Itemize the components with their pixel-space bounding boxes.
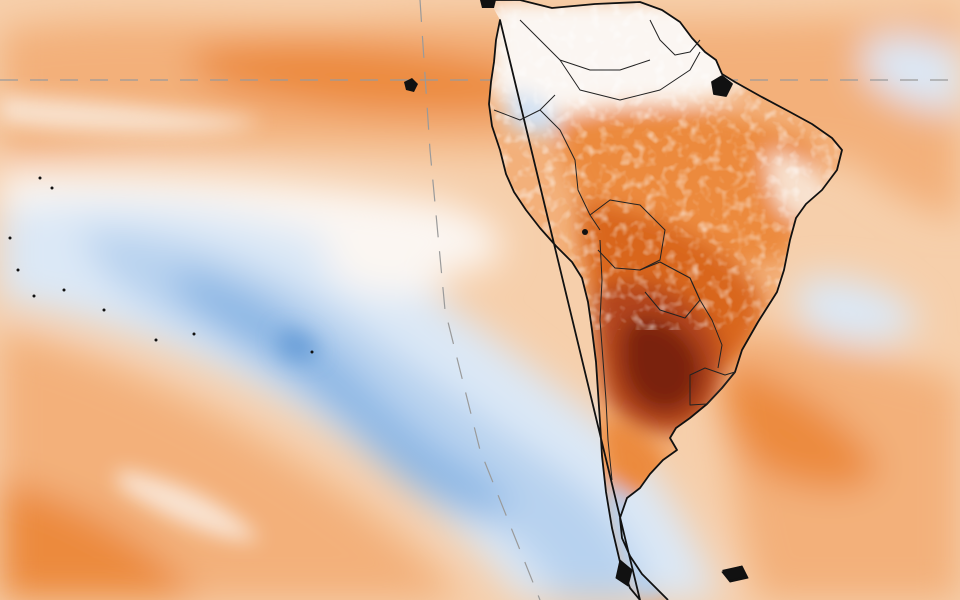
island-dot — [102, 308, 106, 312]
coastlines — [488, 0, 843, 600]
island-dot — [38, 176, 42, 180]
island-dot — [62, 288, 66, 292]
island-rock — [480, 0, 496, 8]
south-america-coastline — [488, 0, 843, 600]
island-dot — [154, 338, 158, 342]
cool-patch-northeast — [862, 35, 960, 111]
cool-patch-east — [794, 277, 920, 344]
pale-streak-west — [0, 95, 260, 133]
border-brazil-north — [559, 51, 701, 101]
border-argentina-brazil — [689, 277, 723, 369]
border-ecuador-peru — [493, 94, 556, 121]
warm-plume-atlantic — [719, 360, 880, 489]
island-dot — [582, 229, 588, 235]
island-dot — [192, 332, 196, 336]
pale-patch-pacific — [325, 237, 450, 296]
cool-belt-core — [174, 270, 509, 520]
galapagos-islands — [404, 78, 418, 92]
border-peru-brazil — [539, 109, 601, 231]
amazon-delta — [711, 75, 733, 97]
border-bolivia — [589, 199, 666, 271]
warm-band-southwest-core — [0, 480, 200, 600]
land-hot-core — [621, 317, 701, 412]
country-borders — [493, 19, 736, 481]
border-uruguay — [689, 367, 736, 406]
island-dot — [50, 186, 54, 190]
cool-spot-pacific — [278, 329, 318, 361]
island-dot — [8, 236, 12, 240]
island-dot — [310, 350, 314, 354]
border-guianas — [649, 19, 701, 56]
warm-band-north-core — [189, 42, 541, 115]
meridian-line — [419, 0, 541, 600]
islands — [8, 0, 746, 580]
island-dot — [16, 268, 20, 272]
falkland-islands — [722, 566, 746, 580]
border-chile-argentina — [599, 239, 613, 481]
border-colombia-venezuela — [519, 19, 651, 71]
island-dot — [32, 294, 36, 298]
pale-streak-south — [116, 470, 260, 541]
